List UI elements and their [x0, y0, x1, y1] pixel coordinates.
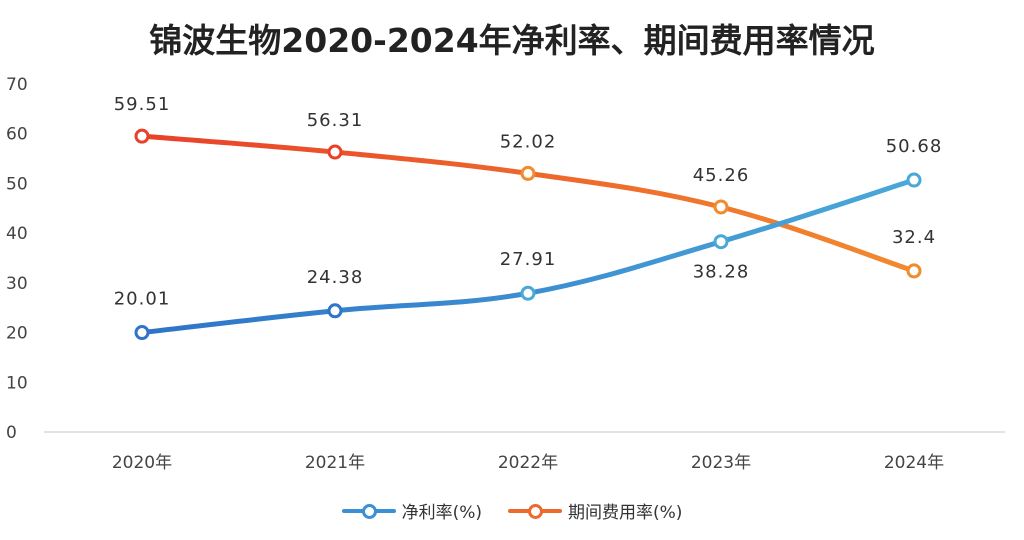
x-tick-label: 2020年: [112, 453, 172, 473]
legend-item-net-margin: 净利率(%): [341, 498, 482, 523]
x-tick-label: 2022年: [498, 453, 558, 473]
data-label: 50.68: [886, 136, 943, 157]
data-point-net-margin: [327, 303, 343, 319]
data-label: 56.31: [307, 110, 364, 131]
chart-title: 锦波生物2020-2024年净利率、期间费用率情况: [149, 21, 875, 60]
data-point-net-margin: [906, 172, 922, 188]
data-point-expense-ratio: [713, 199, 729, 215]
data-label: 24.38: [307, 267, 364, 288]
y-tick-label: 0: [6, 423, 17, 443]
data-point-expense-ratio: [134, 128, 150, 144]
data-point-expense-ratio: [520, 165, 536, 181]
x-tick-label: 2023年: [691, 453, 751, 473]
data-label: 45.26: [693, 165, 750, 186]
data-label: 27.91: [500, 249, 557, 270]
data-point-net-margin: [713, 234, 729, 250]
data-point-expense-ratio: [906, 263, 922, 279]
y-tick-label: 40: [6, 224, 28, 244]
data-label: 32.4: [892, 227, 936, 248]
data-label: 38.28: [693, 262, 750, 283]
legend-item-expense-ratio: 期间费用率(%): [508, 498, 682, 523]
legend-marker-net-margin: [341, 503, 396, 519]
x-tick-label: 2021年: [305, 453, 365, 473]
data-label: 52.02: [500, 131, 557, 152]
legend-label-net-margin: 净利率(%): [401, 503, 482, 523]
legend-label-expense-ratio: 期间费用率(%): [568, 503, 683, 523]
x-tick-label: 2024年: [884, 453, 944, 473]
y-tick-label: 30: [6, 274, 28, 294]
data-point-net-margin: [520, 285, 536, 301]
legend: 净利率(%) 期间费用率(%): [0, 498, 1024, 523]
legend-marker-expense-ratio: [508, 503, 562, 519]
y-tick-label: 20: [6, 324, 28, 344]
data-label: 20.01: [114, 289, 171, 310]
data-point-net-margin: [134, 325, 150, 341]
y-tick-label: 70: [6, 75, 28, 95]
y-tick-label: 60: [6, 125, 28, 145]
y-tick-label: 50: [6, 174, 28, 194]
data-point-expense-ratio: [327, 144, 343, 160]
y-tick-label: 10: [6, 373, 28, 393]
data-label: 59.51: [114, 94, 171, 115]
